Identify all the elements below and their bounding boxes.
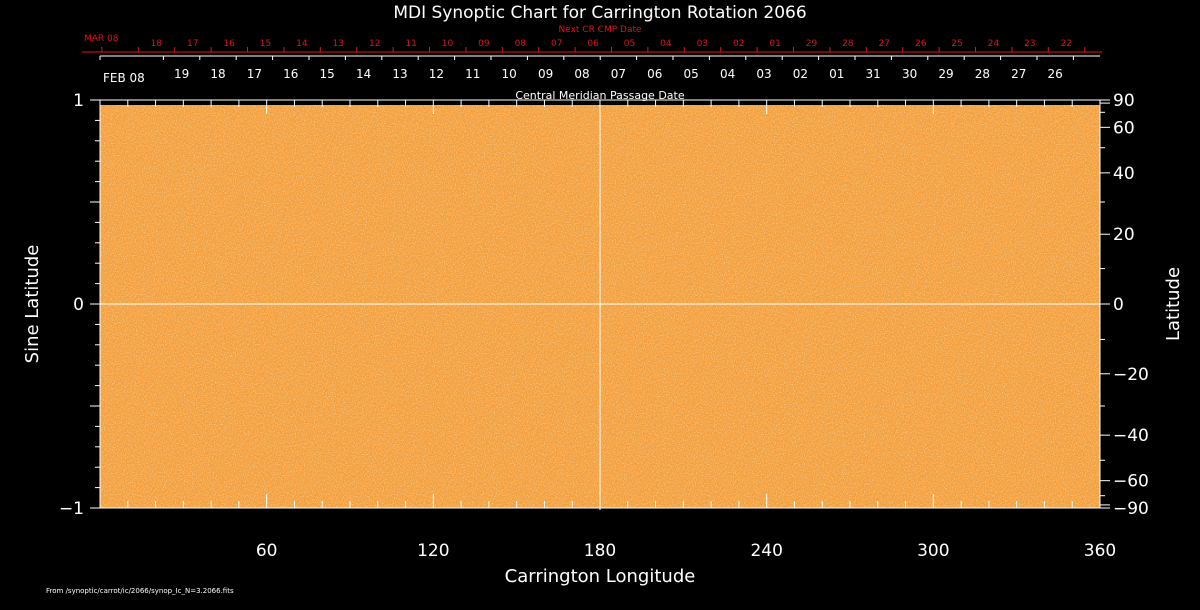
cmp-date-label: 05 (684, 67, 699, 81)
right-y-axis-ticks (1100, 99, 1110, 509)
left-y-tick-label: 1 (73, 91, 84, 111)
cmp-date-label: 06 (647, 67, 662, 81)
next-cr-date-label: 04 (660, 39, 672, 49)
cmp-date-label: 29 (938, 67, 953, 81)
left-y-axis-ticks (90, 99, 100, 509)
right-y-tick-label: −20 (1113, 365, 1149, 385)
x-tick-label: 240 (750, 541, 782, 561)
cmp-date-label: 12 (429, 67, 444, 81)
right-y-tick-label: 90 (1113, 91, 1135, 111)
right-y-tick-label: 0 (1113, 295, 1124, 315)
next-cr-date-label: 05 (624, 39, 635, 49)
cmp-date-label: 27 (1011, 67, 1026, 81)
next-cr-date-label: 25 (951, 39, 962, 49)
cmp-ticks (99, 56, 1074, 60)
next-cr-date-label: 17 (187, 39, 198, 49)
next-cr-date-label: 16 (223, 39, 235, 49)
right-y-tick-label: −90 (1113, 499, 1149, 519)
next-cr-date-label: 09 (478, 39, 490, 49)
next-cr-date-label: 13 (333, 39, 344, 49)
cmp-month-label: FEB 08 (103, 71, 145, 85)
cmp-date-label: 11 (465, 67, 480, 81)
next-cr-date-label: 11 (405, 39, 416, 49)
right-y-axis-label: Latitude (1163, 267, 1184, 341)
next-cr-date-label: 23 (1024, 39, 1035, 49)
cmp-date-label: 17 (247, 67, 262, 81)
next-cr-date-label: 14 (296, 39, 308, 49)
source-file-label: From /synoptic/carrot/ic/2066/synop_Ic_N… (46, 587, 234, 595)
cmp-date-label: 08 (574, 67, 589, 81)
next-cr-date-label: 26 (915, 39, 927, 49)
cmp-date-label: 04 (720, 67, 735, 81)
next-cr-label: Next CR CMP Date (558, 25, 642, 35)
x-tick-label: 300 (917, 541, 949, 561)
x-tick-label: 120 (417, 541, 449, 561)
cmp-date-label: 02 (793, 67, 808, 81)
cmp-date-label: 07 (611, 67, 626, 81)
next-cr-date-label: 07 (551, 39, 562, 49)
cmp-date-label: 18 (210, 67, 225, 81)
left-y-axis-label: Sine Latitude (22, 245, 43, 364)
cmp-date-label: 13 (392, 67, 407, 81)
cmp-date-label: 30 (902, 67, 917, 81)
right-y-axis-tick-labels: 90 60 40 20 0 −20 −40 −60 −90 (1113, 91, 1149, 519)
cmp-date-label: 26 (1048, 67, 1063, 81)
next-cr-dates: 18 17 16 15 14 13 12 11 10 09 08 07 06 05 04 03 02 01 29 28… (151, 39, 1072, 49)
next-cr-date-label: 18 (151, 39, 163, 49)
chart-title: MDI Synoptic Chart for Carrington Rotati… (393, 3, 806, 23)
cmp-dates: 19 18 17 16 15 14 13 12 11 10 09 08 07 06 05 04 03 02 01 31… (174, 67, 1063, 81)
next-cr-date-label: 28 (842, 39, 854, 49)
next-cr-ticks (101, 47, 1086, 52)
next-cr-date-label: 27 (879, 39, 890, 49)
cmp-date-label: 19 (174, 67, 189, 81)
next-cr-date-label: 06 (587, 39, 599, 49)
cmp-date-label: 03 (756, 67, 771, 81)
x-axis-label: Carrington Longitude (505, 566, 696, 587)
left-y-axis-tick-labels: 1 0 −1 (59, 91, 84, 519)
cmp-date-label: 16 (283, 67, 298, 81)
next-cr-date-label: 02 (733, 39, 744, 49)
cmp-date-label: 10 (502, 67, 517, 81)
next-cr-date-label: 15 (260, 39, 271, 49)
x-tick-label: 60 (256, 541, 278, 561)
cmp-date-label: 28 (975, 67, 990, 81)
cmp-date-label: 14 (356, 67, 371, 81)
left-y-tick-label: −1 (59, 499, 84, 519)
right-y-tick-label: −60 (1113, 472, 1149, 492)
x-axis-tick-labels: 60 120 180 240 300 360 (256, 541, 1116, 561)
cmp-date-label: 31 (866, 67, 881, 81)
next-cr-date-label: 12 (369, 39, 380, 49)
x-tick-label: 180 (584, 541, 616, 561)
next-cr-date-label: 29 (806, 39, 818, 49)
x-tick-label: 360 (1084, 541, 1116, 561)
cmp-date-label: 09 (538, 67, 553, 81)
right-y-tick-label: −40 (1113, 426, 1149, 446)
right-y-tick-label: 20 (1113, 225, 1135, 245)
next-cr-month-label: MAR 08 (84, 34, 119, 44)
cmp-date-label: 01 (829, 67, 844, 81)
x-axis-ticks (99, 100, 1101, 508)
next-cr-date-label: 10 (442, 39, 454, 49)
right-y-tick-label: 60 (1113, 118, 1135, 138)
next-cr-date-label: 22 (1061, 39, 1072, 49)
next-cr-date-label: 03 (697, 39, 708, 49)
next-cr-date-label: 01 (769, 39, 780, 49)
left-y-tick-label: 0 (73, 295, 84, 315)
next-cr-date-label: 08 (515, 39, 527, 49)
next-cr-date-label: 24 (988, 39, 1000, 49)
cmp-axis-label: Central Meridian Passage Date (515, 89, 684, 102)
cmp-date-label: 15 (320, 67, 335, 81)
right-y-tick-label: 40 (1113, 164, 1135, 184)
